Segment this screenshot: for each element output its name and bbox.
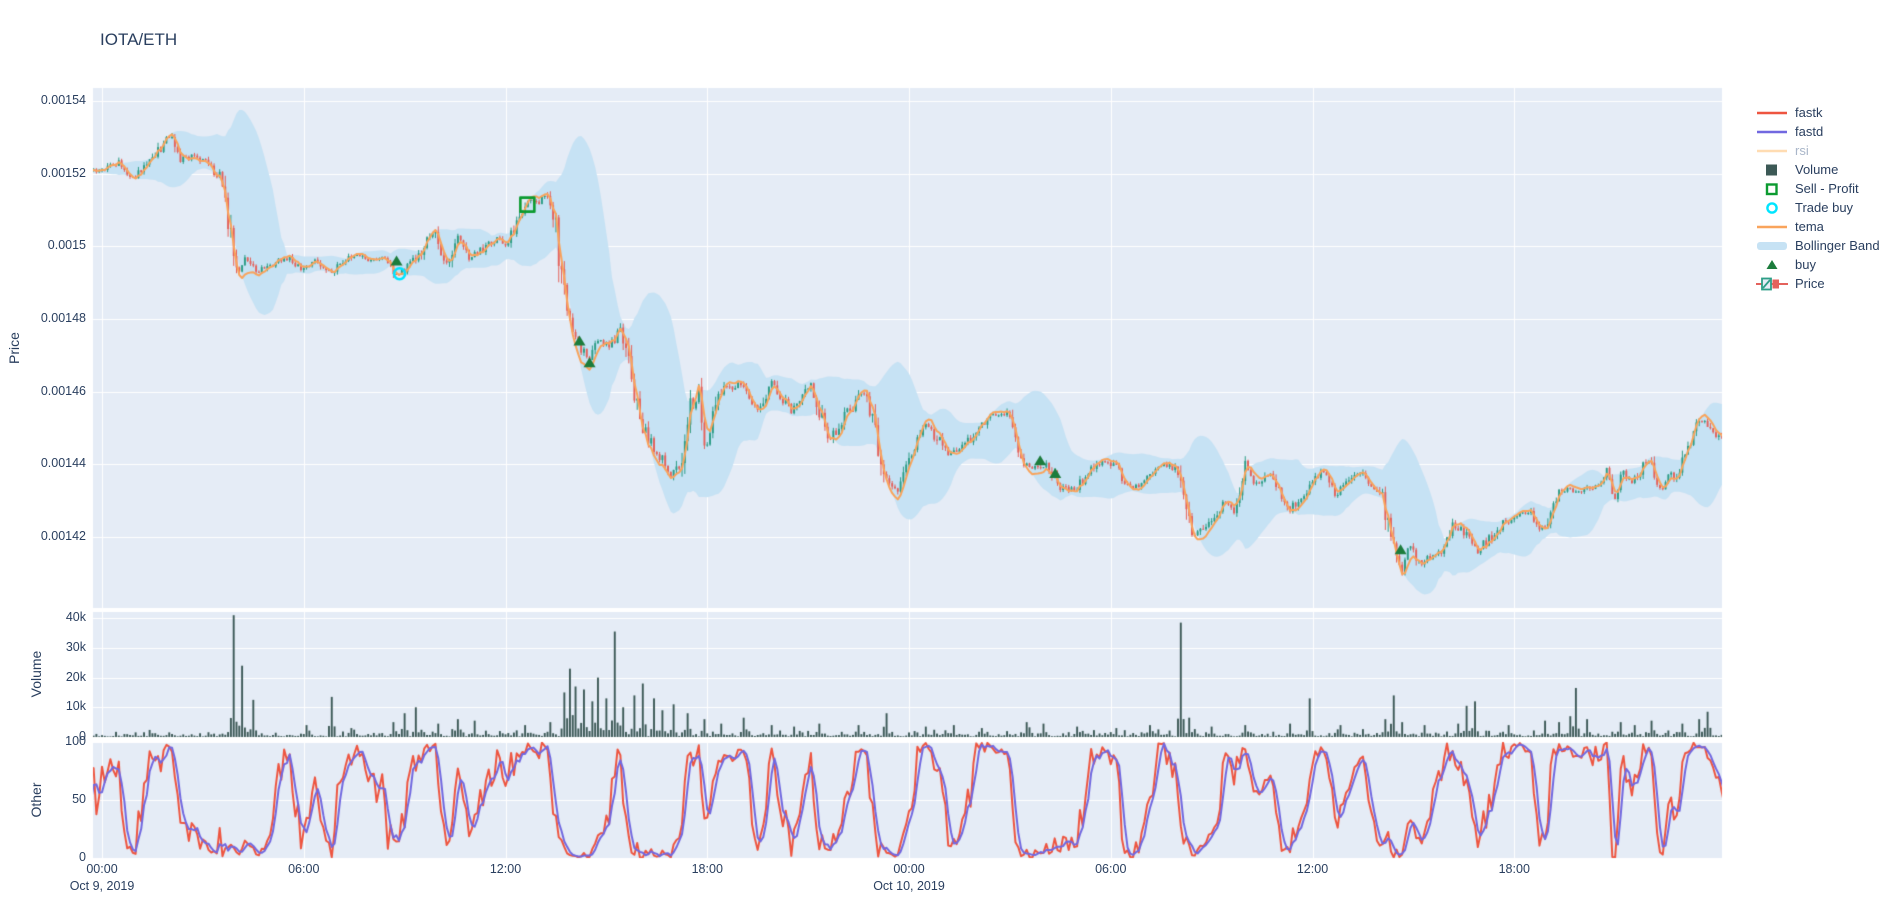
bollinger-band-legend-swatch-icon bbox=[1756, 239, 1788, 253]
legend-item-label: buy bbox=[1795, 257, 1816, 272]
legend-item-label: Bollinger Band bbox=[1795, 238, 1880, 253]
x-tick-label: 00:00 bbox=[893, 862, 925, 876]
price-axis-title: Price bbox=[6, 332, 22, 364]
legend-item-buy[interactable]: buy bbox=[1756, 255, 1880, 274]
legend-item-bollinger-band[interactable]: Bollinger Band bbox=[1756, 236, 1880, 255]
x-date-label: Oct 10, 2019 bbox=[873, 879, 945, 893]
other-tick-label: 0 bbox=[79, 850, 86, 864]
x-tick-label: 18:00 bbox=[1498, 862, 1530, 876]
price-legend-swatch-icon bbox=[1756, 277, 1788, 291]
legend-item-price[interactable]: Price bbox=[1756, 274, 1880, 293]
legend-item-label: fastk bbox=[1795, 105, 1823, 120]
legend-item-label: Volume bbox=[1795, 162, 1839, 177]
price-tick-label: 0.0015 bbox=[47, 238, 86, 253]
price-tick-label: 0.00154 bbox=[40, 93, 86, 108]
price-tick-label: 0.00142 bbox=[40, 529, 86, 544]
legend-item-label: Sell - Profit bbox=[1795, 181, 1859, 196]
x-date-label: Oct 9, 2019 bbox=[69, 879, 135, 893]
legend-item-volume[interactable]: Volume bbox=[1756, 160, 1880, 179]
volume-tick-label: 20k bbox=[65, 669, 86, 684]
legend-item-sell-profit[interactable]: Sell - Profit bbox=[1756, 179, 1880, 198]
legend-item-label: tema bbox=[1795, 219, 1824, 234]
x-tick-label: 06:00 bbox=[288, 862, 320, 876]
x-tick-label: 06:00 bbox=[1095, 862, 1127, 876]
legend-item-label: Trade buy bbox=[1795, 200, 1854, 215]
legend-item-label: rsi bbox=[1795, 143, 1809, 158]
volume-legend-swatch-icon bbox=[1756, 163, 1788, 177]
other-tick-label: 100 bbox=[65, 734, 86, 748]
legend-item-trade-buy[interactable]: Trade buy bbox=[1756, 198, 1880, 217]
chart-title: IOTA/ETH bbox=[100, 30, 178, 49]
fastd-legend-swatch-icon bbox=[1756, 125, 1788, 139]
x-tick-label: 12:00 bbox=[1296, 862, 1329, 876]
legend-item-label: Price bbox=[1795, 276, 1825, 291]
price-tick-label: 0.00148 bbox=[40, 311, 86, 326]
sell-profit-legend-swatch-icon bbox=[1756, 182, 1788, 196]
other-tick-label: 50 bbox=[72, 792, 86, 806]
x-tick-label: 18:00 bbox=[691, 862, 723, 876]
x-tick-label: 00:00 bbox=[86, 862, 118, 876]
price-tick-label: 0.00144 bbox=[40, 456, 86, 471]
volume-tick-label: 0 bbox=[79, 729, 86, 743]
volume-tick-label: 30k bbox=[65, 639, 86, 654]
price-tick-label: 0.00152 bbox=[40, 165, 86, 180]
price-tick-label: 0.00146 bbox=[40, 383, 86, 398]
legend-item-tema[interactable]: tema bbox=[1756, 217, 1880, 236]
x-tick-label: 12:00 bbox=[489, 862, 522, 876]
volume-tick-label: 40k bbox=[65, 610, 86, 625]
volume-tick-label: 10k bbox=[65, 699, 86, 714]
rsi-legend-swatch-icon bbox=[1756, 144, 1788, 158]
tema-legend-swatch-icon bbox=[1756, 220, 1788, 234]
legend: fastk fastd rsi Volume Sell - Profit Trade bu… bbox=[1756, 103, 1880, 293]
legend-item-rsi[interactable]: rsi bbox=[1756, 141, 1880, 160]
legend-item-fastk[interactable]: fastk bbox=[1756, 103, 1880, 122]
buy-legend-swatch-icon bbox=[1756, 258, 1788, 272]
fastk-legend-swatch-icon bbox=[1756, 106, 1788, 120]
legend-item-label: fastd bbox=[1795, 124, 1824, 139]
trade-buy-legend-swatch-icon bbox=[1756, 201, 1788, 215]
legend-item-fastd[interactable]: fastd bbox=[1756, 122, 1880, 141]
